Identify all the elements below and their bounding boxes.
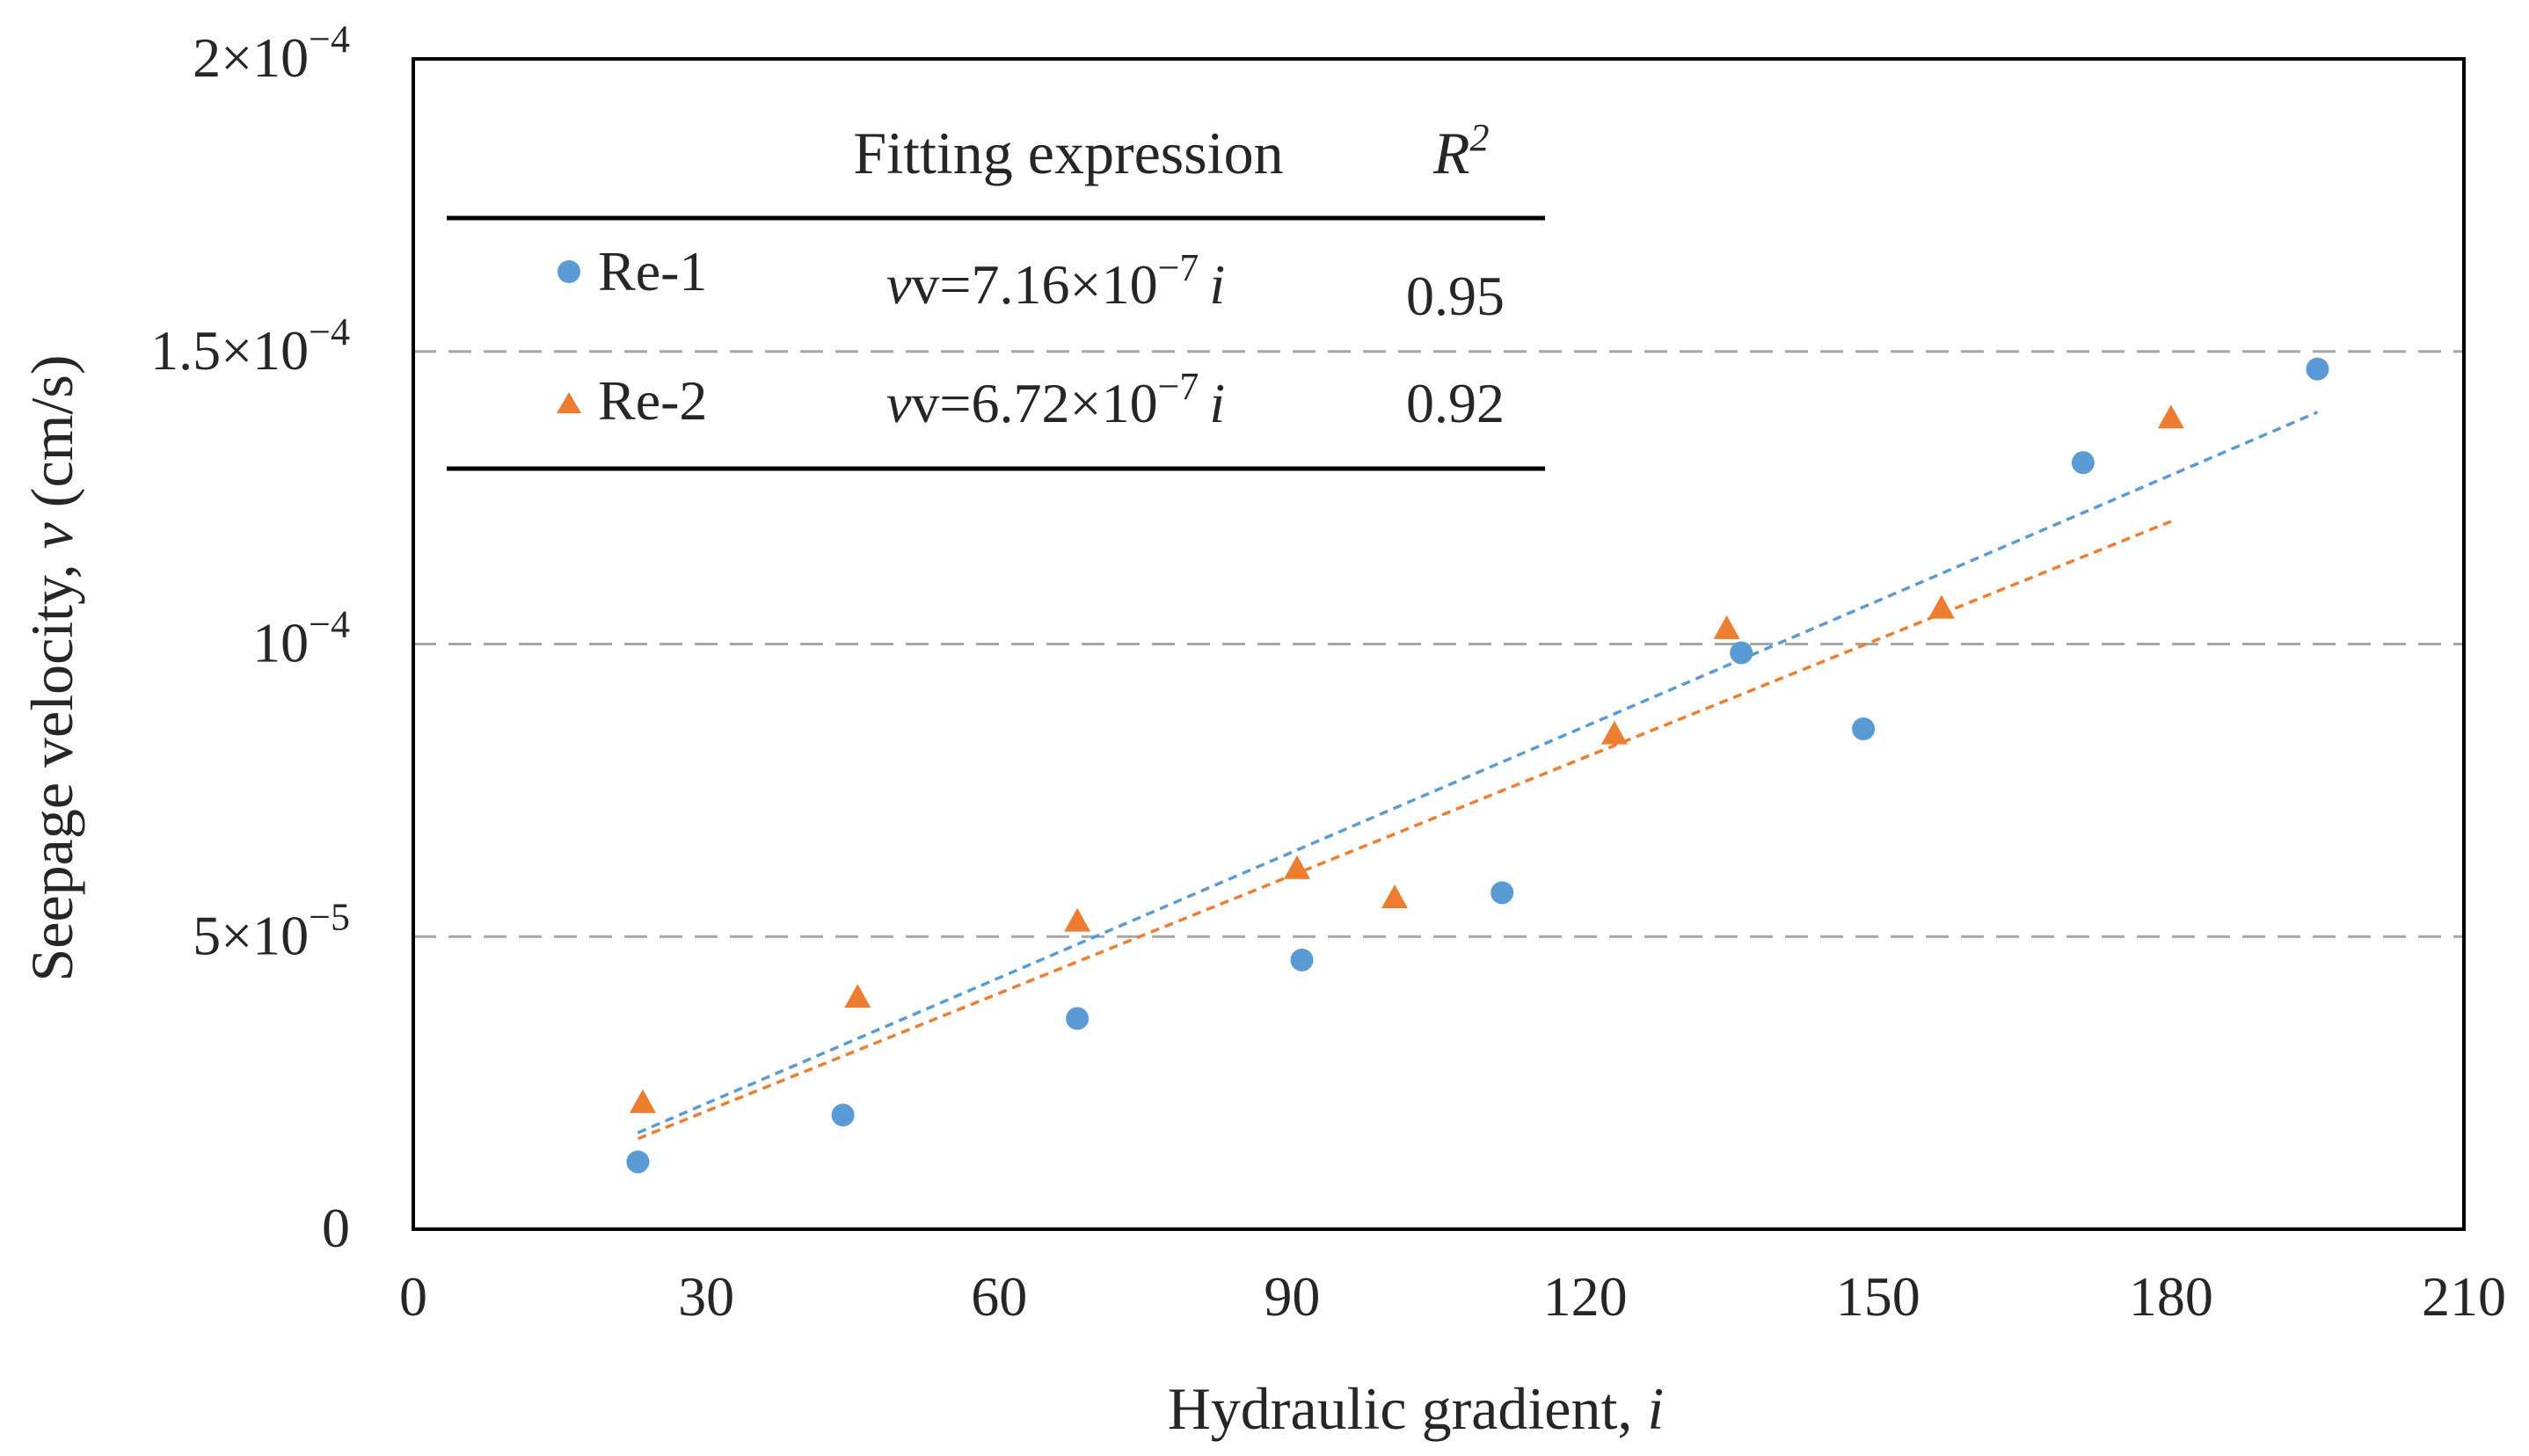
- y-tick-label: 0: [322, 1197, 350, 1259]
- data-point-re-1: [626, 1150, 650, 1174]
- y-axis-title: Seepage velocity, v (cm/s): [18, 354, 85, 981]
- data-point-re-1: [1490, 881, 1514, 905]
- y-tick-base: 5×10: [193, 904, 309, 966]
- x-tick-label: 30: [678, 1265, 734, 1328]
- x-tick-label: 210: [2422, 1265, 2506, 1328]
- x-tick-label: 60: [971, 1265, 1027, 1328]
- y-axis-unit: (cm/s): [18, 354, 85, 522]
- fit-line-re-2: [637, 520, 2172, 1140]
- data-point-re-2: [1713, 615, 1740, 639]
- expr-var-v: v: [886, 253, 912, 316]
- expr-body: v=7.16×10: [911, 253, 1157, 316]
- x-tick-label: 150: [1836, 1265, 1920, 1328]
- data-point-re-2: [1381, 884, 1409, 908]
- y-tick-label: 1.5×10−4: [150, 310, 350, 382]
- data-point-re-2: [1928, 594, 1955, 619]
- y-axis-title-text: Seepage velocity,: [18, 549, 85, 981]
- data-point-re-1: [1290, 948, 1314, 972]
- x-tick-label: 0: [399, 1265, 427, 1328]
- r2-value-re1: 0.95: [1406, 265, 1505, 327]
- y-tick-label: 5×10−5: [193, 895, 350, 966]
- y-tick-base: 1.5×10: [150, 319, 309, 382]
- data-point-re-2: [2157, 404, 2184, 429]
- data-point-re-2: [1600, 720, 1628, 745]
- y-tick-label: 10−4: [252, 603, 350, 674]
- expr-exponent: −7: [1158, 246, 1199, 289]
- expr-var-i: i: [1209, 372, 1225, 434]
- legend-label-re2: Re-2: [598, 369, 707, 432]
- y-tick-base: 0: [322, 1197, 350, 1259]
- legend-marker-re1: [558, 260, 580, 283]
- data-point-re-2: [1064, 907, 1091, 932]
- expr-exponent: −7: [1158, 365, 1199, 408]
- expr-body: v=6.72×10: [911, 372, 1157, 434]
- table-header-expression: Fitting expression: [853, 120, 1283, 186]
- x-axis-title-text: Hydraulic gradient,: [1168, 1375, 1648, 1442]
- fit-line-re-1: [637, 411, 2319, 1135]
- data-point-re-1: [1730, 641, 1753, 665]
- data-point-re-1: [831, 1103, 855, 1127]
- data-point-re-1: [1066, 1007, 1090, 1030]
- expr-var-v: v: [886, 372, 912, 434]
- x-tick-label: 90: [1264, 1265, 1320, 1328]
- r2-value-re2: 0.92: [1406, 372, 1505, 434]
- y-tick-exponent: −4: [309, 603, 350, 646]
- r2-exponent: 2: [1470, 116, 1490, 159]
- expr-var-i: i: [1209, 253, 1225, 316]
- y-tick-exponent: −4: [309, 18, 350, 61]
- data-point-re-2: [629, 1088, 656, 1113]
- legend-label-re1: Re-1: [598, 240, 707, 302]
- data-point-re-2: [844, 984, 871, 1008]
- plot-area-frame: [412, 57, 2466, 1231]
- r2-base: R: [1432, 120, 1470, 186]
- data-point-re-1: [1852, 717, 1876, 740]
- table-header-r2: R2: [1432, 116, 1490, 186]
- fitting-table: Fitting expression R2 Re-1 vv=7.16×10−7 i…: [447, 116, 1545, 471]
- y-tick-exponent: −5: [309, 895, 350, 938]
- data-point-re-1: [2071, 451, 2095, 475]
- data-point-re-2: [1283, 855, 1310, 879]
- x-axis-variable: i: [1647, 1375, 1664, 1442]
- gridlines: [413, 350, 2464, 938]
- axis-ticks: 0 30 60 90 120 150 180 21005×10−510−41.5×10−42×…: [150, 18, 2506, 1328]
- fit-expression-re1: vv=7.16×10−7 i: [886, 246, 1225, 316]
- data-point-re-1: [2306, 357, 2329, 381]
- y-tick-exponent: −4: [309, 310, 350, 353]
- y-tick-base: 2×10: [193, 26, 309, 89]
- x-axis-title: Hydraulic gradient, i: [1168, 1375, 1665, 1442]
- y-tick-label: 2×10−4: [193, 18, 350, 89]
- y-tick-base: 10: [252, 612, 309, 674]
- x-tick-label: 120: [1543, 1265, 1628, 1328]
- fit-lines: [637, 411, 2319, 1140]
- legend-marker-re2: [557, 392, 581, 413]
- data-points: [626, 357, 2329, 1174]
- fit-expression-re2: vv=6.72×10−7 i: [886, 365, 1225, 434]
- y-axis-variable: v: [18, 521, 85, 549]
- x-tick-label: 180: [2129, 1265, 2213, 1328]
